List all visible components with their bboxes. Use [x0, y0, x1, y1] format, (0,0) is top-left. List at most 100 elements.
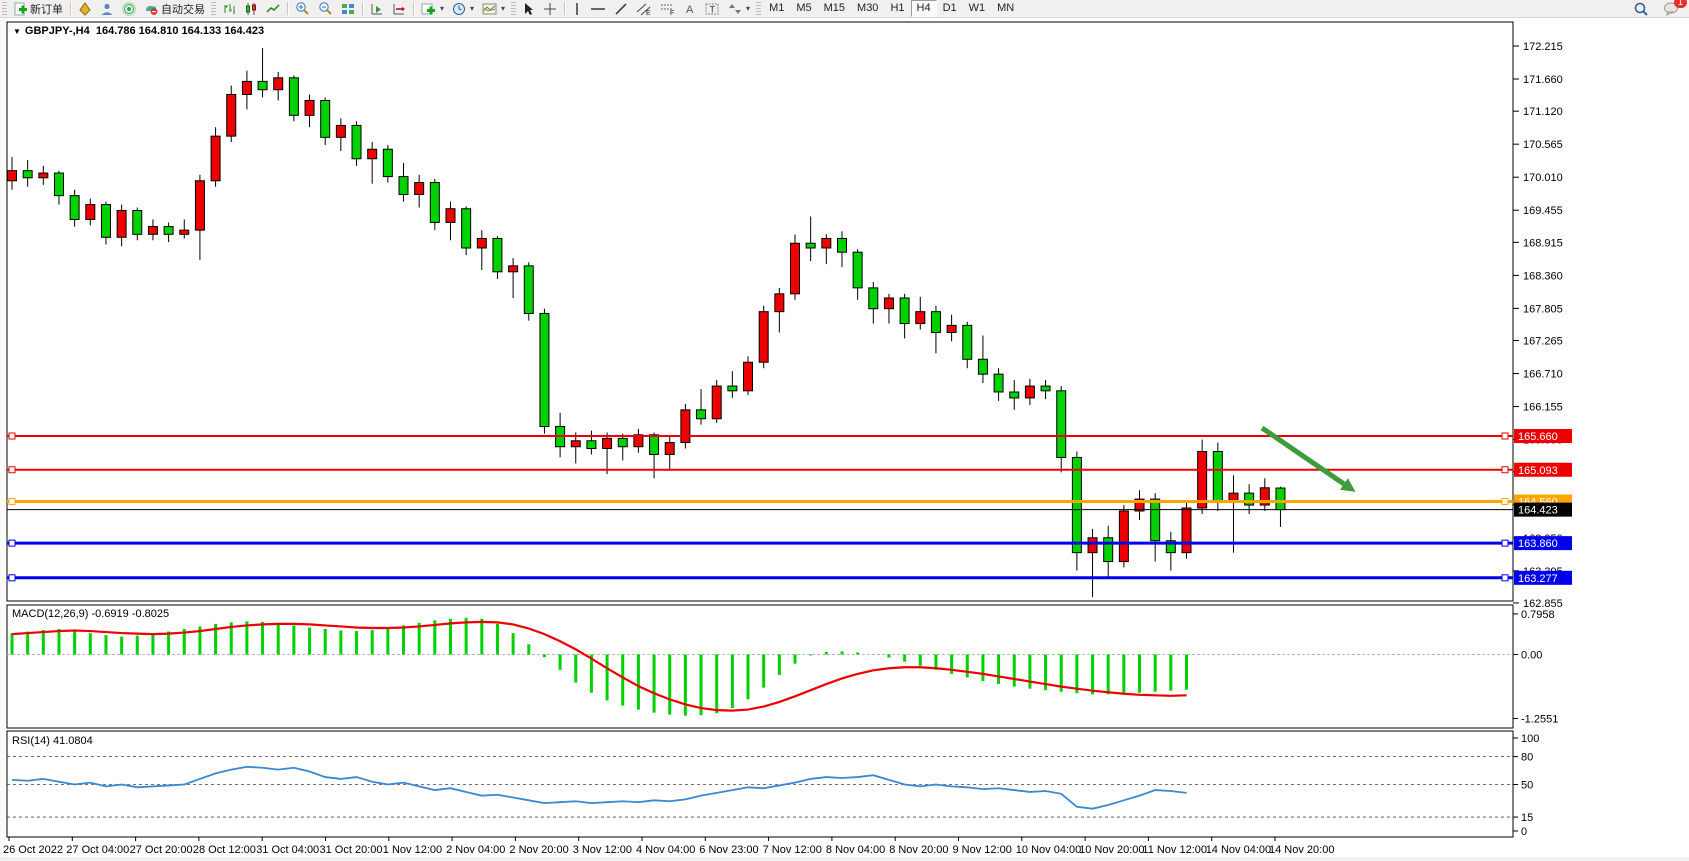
svg-text:T: T	[710, 4, 716, 14]
auto-trading-button[interactable]: 自动交易	[140, 0, 209, 18]
candle	[821, 237, 832, 249]
price-badge-label: 163.860	[1518, 538, 1558, 550]
candle	[210, 135, 221, 182]
candle	[414, 182, 425, 195]
toolbar-grip[interactable]	[756, 2, 762, 15]
fibonacci-button[interactable]: F	[656, 0, 680, 18]
timeframe-m5[interactable]: M5	[796, 2, 812, 14]
periods-button[interactable]: ▾	[448, 0, 478, 18]
text-button[interactable]: A	[680, 0, 701, 18]
candle	[680, 409, 691, 444]
candle	[1259, 487, 1270, 506]
time-label: 4 Nov 04:00	[636, 844, 695, 856]
toolbar-grip[interactable]	[511, 2, 517, 15]
macd-pane[interactable]	[6, 604, 1514, 729]
candle	[304, 99, 315, 116]
search-button[interactable]	[1629, 0, 1653, 18]
line-anchor	[8, 539, 16, 547]
equidistant-channel-button[interactable]: E	[632, 0, 656, 18]
line-chart-button[interactable]	[262, 0, 284, 18]
candle	[1087, 537, 1098, 554]
candle	[163, 226, 174, 235]
candle	[273, 77, 284, 91]
crosshair-button[interactable]	[539, 0, 561, 18]
price-tick-label: 170.010	[1523, 172, 1563, 184]
candlestick-button[interactable]	[240, 0, 262, 18]
candle	[445, 208, 456, 223]
timeframe-m15[interactable]: M15	[823, 2, 846, 14]
cursor-button[interactable]	[518, 0, 539, 18]
highlighter-button[interactable]	[74, 0, 96, 18]
candle	[711, 385, 722, 420]
auto-scroll-button[interactable]	[366, 0, 388, 18]
fibonacci-icon: F	[660, 2, 676, 16]
svg-text:E: E	[646, 10, 651, 16]
cursor-icon	[522, 2, 535, 16]
arrows-button[interactable]: ▾	[724, 0, 754, 18]
line-anchor	[1501, 466, 1509, 474]
timeframe-d1[interactable]: D1	[942, 2, 957, 14]
templates-button[interactable]: ▾	[478, 0, 509, 18]
candle	[899, 297, 910, 325]
candle	[288, 77, 299, 116]
toolbar-grip[interactable]	[2, 2, 7, 15]
candle	[790, 242, 800, 295]
equidistant-channel-icon: E	[636, 2, 652, 16]
candle	[852, 251, 863, 289]
indicators-button[interactable]: ▾	[417, 0, 448, 18]
candle	[915, 311, 926, 325]
dropdown-caret: ▾	[440, 4, 445, 13]
new-order-button[interactable]: 新订单	[9, 0, 67, 18]
candle	[367, 148, 378, 160]
crosshair-icon	[543, 2, 557, 16]
timeframe-m1[interactable]: M1	[769, 2, 785, 14]
rsi-pane[interactable]	[6, 730, 1514, 838]
text-label-button[interactable]: T	[701, 0, 724, 18]
profile-button[interactable]	[96, 0, 118, 18]
horizontal-line-button[interactable]	[586, 0, 610, 18]
status-strip	[0, 857, 1689, 861]
tile-windows-button[interactable]	[337, 0, 359, 18]
bar-chart-button[interactable]	[218, 0, 240, 18]
macd-tick-label: 0.00	[1521, 650, 1542, 662]
rsi-label: RSI(14) 41.0804	[12, 735, 93, 747]
rsi-tick-label: 0	[1521, 826, 1527, 838]
vertical-line-button[interactable]	[568, 0, 586, 18]
toolbar-grip[interactable]	[211, 2, 216, 15]
candle	[429, 182, 440, 223]
candle	[586, 440, 597, 450]
signal-button[interactable]	[118, 0, 140, 18]
timeframe-mn[interactable]: MN	[997, 2, 1015, 14]
time-label: 11 Nov 12:00	[1142, 844, 1207, 856]
trendline-button[interactable]	[610, 0, 632, 18]
notification-badge: 1	[1674, 0, 1687, 8]
trend-arrow-head[interactable]	[1340, 478, 1356, 492]
time-label: 10 Nov 04:00	[1016, 844, 1081, 856]
timeframe-w1[interactable]: W1	[968, 2, 986, 14]
time-label: 27 Oct 04:00	[66, 844, 129, 856]
time-label: 9 Nov 12:00	[953, 844, 1012, 856]
candle	[194, 180, 205, 231]
notifications-button[interactable]: 1	[1659, 0, 1687, 18]
zoom-out-button[interactable]	[314, 0, 337, 18]
timeframe-h1[interactable]: H1	[890, 2, 905, 14]
zoom-in-icon	[295, 1, 310, 16]
trendline-icon	[614, 2, 628, 16]
candlestick-icon	[244, 2, 258, 16]
trend-arrow[interactable]	[1260, 425, 1346, 487]
chart-ohlc-values: 164.786 164.810 164.133 164.423	[95, 25, 265, 37]
candle	[1275, 487, 1286, 511]
chart-title[interactable]: ▼ GBPJPY-,H4 164.786 164.810 164.133 164.…	[13, 25, 264, 37]
zoom-in-button[interactable]	[291, 0, 314, 18]
candle	[617, 437, 628, 448]
candle	[335, 124, 346, 138]
line-anchor	[8, 466, 16, 474]
candle	[1181, 507, 1192, 554]
timeframe-h4[interactable]: H4	[910, 0, 937, 17]
rsi-tick-label: 100	[1521, 733, 1539, 745]
timeframe-m30[interactable]: M30	[857, 2, 879, 14]
chart-shift-button[interactable]	[388, 0, 410, 18]
time-label: 8 Nov 20:00	[889, 844, 948, 856]
